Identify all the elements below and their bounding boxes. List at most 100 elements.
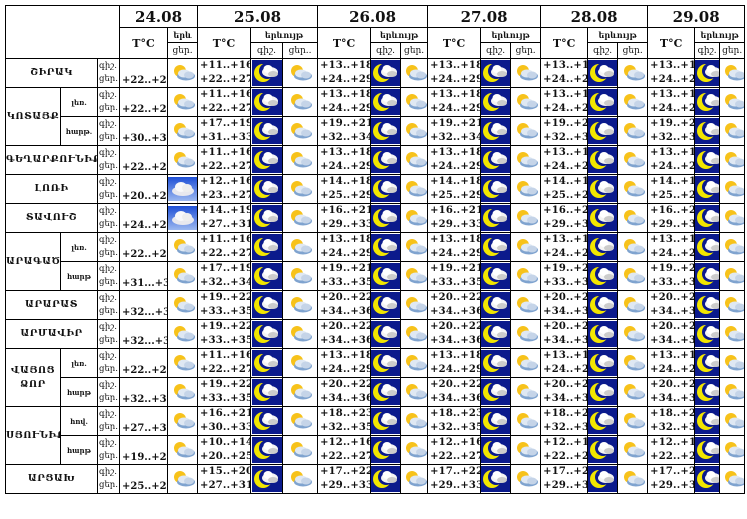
moon-cloud-icon xyxy=(480,435,512,465)
moon-cloud-icon xyxy=(480,261,512,291)
temperature-range: +19..+22 +33..+35 xyxy=(197,319,252,349)
night-label: գիշ. xyxy=(99,119,117,129)
day-temp: +33..+35 xyxy=(200,306,251,317)
phenomenon-header: երևույթ xyxy=(370,27,429,43)
day-label: ցեր. xyxy=(99,480,118,490)
night-day-labels: գիշ. ցեր. xyxy=(96,203,121,233)
table-row: ԱՐԱՐԱՏգիշ.ցեր.+32...+34+19..+22+33..+35+… xyxy=(5,290,746,320)
day-temp: +22..+27 xyxy=(430,451,481,462)
night-temp: +16..+21 xyxy=(543,205,587,216)
temperature-range: +13..+18 +24..+29 xyxy=(647,87,696,117)
table-row: ԿՈՏԱՅՔլեռ.գիշ.ցեր.+22..+27+11..+16+22..+… xyxy=(5,87,746,146)
night-temp: +13..+18 xyxy=(320,350,371,361)
day-header: ցեր. xyxy=(510,42,542,59)
day-temp: +29..+33 xyxy=(650,219,694,230)
partly-cloudy-icon xyxy=(510,435,542,465)
night-day-labels: գիշ. ցեր. xyxy=(96,58,121,88)
temperature-range: +20..+22 +34..+36 xyxy=(647,377,696,407)
temperature-24: +31...+33 xyxy=(119,261,169,291)
temperature-range: +12..+16 +23..+27 xyxy=(197,174,252,204)
day-header: ցեր. xyxy=(400,42,429,59)
day-temp: +33..+35 xyxy=(320,277,371,288)
night-temp: +13..+18 xyxy=(430,60,481,71)
night-temp: +13..+18 xyxy=(320,89,371,100)
moon-cloud-icon xyxy=(250,174,284,204)
temperature-24: +32..+34 xyxy=(119,377,169,407)
temperature-24: +32...+34 xyxy=(119,290,169,320)
day-label: ցեր. xyxy=(99,364,118,374)
day-temp: +25..+29 xyxy=(320,190,371,201)
partly-cloudy-icon xyxy=(719,232,746,262)
temperature-range: +17..+22 +29..+33 xyxy=(317,464,372,494)
temperature-range: +19..+21 +32..+34 xyxy=(647,116,696,146)
night-temp: +16..+21 xyxy=(650,205,694,216)
temperature-header: T°C xyxy=(427,27,482,59)
phenomenon-header: երևույթ xyxy=(694,27,746,43)
day-temp: +24..+29 xyxy=(650,161,694,172)
day-temp: +34..+36 xyxy=(650,335,694,346)
moon-cloud-icon xyxy=(370,261,402,291)
moon-cloud-icon xyxy=(370,464,402,494)
temperature-range: +14..+18 +25..+29 xyxy=(317,174,372,204)
partly-cloudy-icon xyxy=(167,290,199,320)
night-temp: +19..+21 xyxy=(650,263,694,274)
moon-cloud-icon xyxy=(694,232,721,262)
temperature-range: +13..+18 +24..+29 xyxy=(540,87,589,117)
temperature-range: +20..+22 +34..+36 xyxy=(317,377,372,407)
night-day-labels: գիշ. ցեր. xyxy=(96,261,121,291)
day-temp: +24..+29 xyxy=(650,74,694,85)
temperature-range: +20..+22 +34..+36 xyxy=(427,290,482,320)
partly-cloudy-icon xyxy=(400,87,429,117)
night-temp: +20..+22 xyxy=(650,292,694,303)
cloudy-icon xyxy=(167,174,199,204)
night-temp: +16..+21 xyxy=(200,408,251,419)
day-temp: +32..+34 xyxy=(650,132,694,143)
moon-cloud-icon xyxy=(694,261,721,291)
temperature-24: +30..+32 xyxy=(119,116,169,146)
night-temp: +18..+23 xyxy=(430,408,481,419)
phenomenon-header: երևույթ xyxy=(480,27,542,43)
temperature-range: +13..+18 +24..+29 xyxy=(540,58,589,88)
temperature-range: +19..+21 +32..+34 xyxy=(317,116,372,146)
partly-cloudy-icon xyxy=(167,319,199,349)
moon-cloud-icon xyxy=(370,435,402,465)
night-day-labels: գիշ. ցեր. xyxy=(96,116,121,146)
partly-cloudy-icon xyxy=(617,58,649,88)
temperature-range: +17..+19 +31..+33 xyxy=(197,116,252,146)
moon-cloud-icon xyxy=(587,377,619,407)
partly-cloudy-icon xyxy=(400,145,429,175)
night-day-labels: գիշ. ցեր. xyxy=(96,406,121,436)
partly-cloudy-icon xyxy=(510,290,542,320)
night-temp: +11..+16 xyxy=(200,89,251,100)
night-label: գիշ. xyxy=(99,148,117,158)
moon-cloud-icon xyxy=(480,319,512,349)
day-label: ցեր. xyxy=(99,161,118,171)
night-temp: +20..+22 xyxy=(543,292,587,303)
moon-cloud-icon xyxy=(370,87,402,117)
subregion-label: լեռ. xyxy=(60,348,98,378)
night-temp: +13..+18 xyxy=(543,350,587,361)
night-temp: +12..+16 xyxy=(543,437,587,448)
day-temp: +33..+35 xyxy=(430,277,481,288)
temperature-range: +20..+22 +34..+36 xyxy=(540,290,589,320)
partly-cloudy-icon xyxy=(282,116,319,146)
partly-cloudy-icon xyxy=(282,232,319,262)
day-temp: +24..+29 xyxy=(543,248,587,259)
day-temp: +24..+29 xyxy=(650,364,694,375)
partly-cloudy-icon xyxy=(719,203,746,233)
region-name: ՎԱՅՈՑ ՁՈՐ xyxy=(5,348,61,407)
table-row: ՇԻՐԱԿգիշ.ցեր.+22..+27+11..+16+22..+27+13… xyxy=(5,58,746,88)
moon-cloud-icon xyxy=(480,464,512,494)
night-day-labels: գիշ. ցեր. xyxy=(96,348,121,378)
moon-cloud-icon xyxy=(370,290,402,320)
partly-cloudy-icon xyxy=(282,261,319,291)
temperature-24: +22..+27 xyxy=(119,145,169,175)
partly-cloudy-icon xyxy=(282,174,319,204)
moon-cloud-icon xyxy=(587,145,619,175)
night-temp: +13..+18 xyxy=(650,350,694,361)
night-temp: +14..+18 xyxy=(320,176,371,187)
night-temp: +19..+21 xyxy=(320,118,371,129)
day-temp: +24..+29 xyxy=(430,103,481,114)
